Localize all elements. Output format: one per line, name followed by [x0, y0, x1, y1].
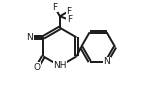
Text: O: O — [34, 63, 41, 72]
Text: NH: NH — [53, 61, 67, 70]
Text: N: N — [103, 57, 110, 66]
Text: F: F — [67, 15, 72, 24]
Text: N: N — [26, 33, 33, 42]
Text: F: F — [66, 7, 72, 16]
Text: F: F — [52, 3, 57, 12]
